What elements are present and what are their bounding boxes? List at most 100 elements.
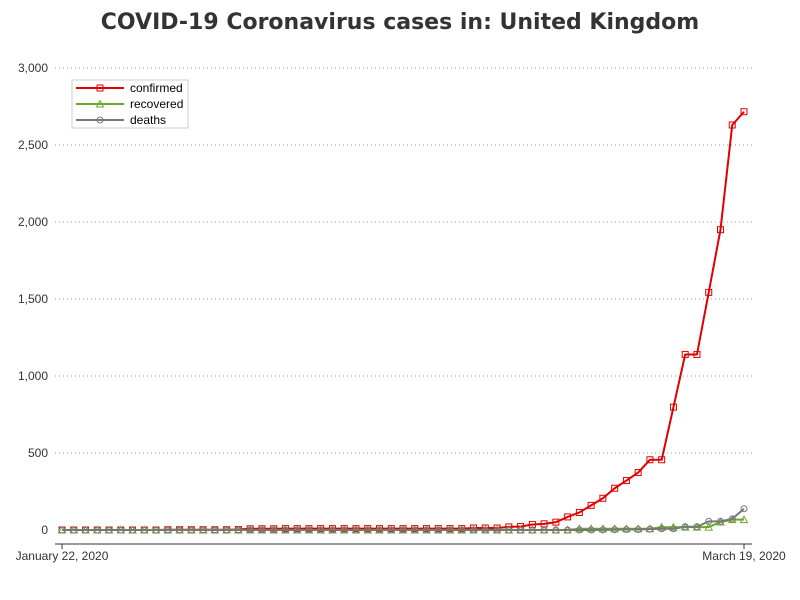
data-point-deaths — [387, 526, 395, 534]
data-point-deaths — [423, 526, 431, 534]
data-point-confirmed — [740, 108, 748, 116]
data-point-recovered — [610, 524, 619, 533]
data-point-deaths — [140, 526, 148, 534]
data-point-deaths — [681, 523, 689, 531]
data-point-deaths — [70, 526, 78, 534]
data-point-recovered — [586, 524, 596, 533]
y-tick-label: 3,000 — [18, 61, 48, 75]
y-tick-label: 1,000 — [18, 369, 48, 383]
data-point-recovered — [704, 522, 714, 531]
data-point-deaths — [693, 523, 701, 531]
data-point-deaths — [470, 526, 478, 534]
axes: 0 500 1,000 1,500 2,000 2,500 3,000 January 22,… — [16, 61, 786, 563]
series-line-deaths — [62, 507, 745, 531]
data-point-confirmed — [728, 121, 736, 129]
data-point-deaths — [187, 526, 195, 534]
data-point-confirmed — [575, 508, 583, 516]
data-point-deaths — [305, 526, 313, 534]
data-point-deaths — [634, 526, 642, 534]
data-point-deaths — [317, 526, 325, 534]
data-point-deaths — [434, 526, 442, 534]
series-deaths — [58, 505, 748, 534]
gridlines — [55, 67, 752, 454]
data-point-confirmed — [587, 501, 595, 509]
data-point-deaths — [622, 526, 630, 534]
data-point-deaths — [211, 526, 219, 534]
data-point-deaths — [552, 526, 560, 534]
data-point-deaths — [293, 526, 301, 534]
data-point-deaths — [281, 526, 289, 534]
x-tick-label: January 22, 2020 — [16, 549, 109, 563]
y-tick-label: 2,000 — [18, 215, 48, 229]
data-point-deaths — [352, 526, 360, 534]
series-group — [57, 108, 749, 534]
y-tick-label: 0 — [41, 523, 48, 537]
data-point-deaths — [481, 526, 489, 534]
data-point-deaths — [246, 526, 254, 534]
data-point-deaths — [540, 526, 548, 534]
data-point-confirmed — [634, 469, 642, 477]
data-point-confirmed — [599, 494, 607, 502]
legend-marker-confirmed — [96, 84, 104, 92]
data-point-deaths — [575, 526, 583, 534]
data-point-confirmed — [564, 513, 572, 521]
data-point-deaths — [199, 526, 207, 534]
legend-marker-recovered — [95, 99, 105, 108]
data-point-recovered — [598, 524, 608, 533]
data-point-deaths — [728, 515, 736, 523]
data-point-deaths — [528, 526, 536, 534]
legend: confirmed recovered deaths — [71, 79, 189, 129]
data-point-deaths — [258, 526, 266, 534]
data-point-confirmed — [622, 477, 630, 485]
data-point-deaths — [669, 525, 677, 533]
chart-title: COVID-19 Coronavirus cases in: United Ki… — [100, 10, 700, 35]
data-point-confirmed — [681, 350, 689, 358]
data-point-deaths — [517, 526, 525, 534]
legend-marker-deaths — [96, 116, 104, 124]
data-point-deaths — [82, 526, 90, 534]
data-point-deaths — [328, 526, 336, 534]
data-point-deaths — [564, 526, 572, 534]
data-point-recovered — [657, 522, 667, 531]
data-point-deaths — [658, 525, 666, 533]
data-point-deaths — [716, 517, 724, 525]
data-point-deaths — [493, 526, 501, 534]
data-point-confirmed — [716, 226, 724, 234]
data-point-deaths — [599, 526, 607, 534]
data-point-deaths — [587, 526, 595, 534]
data-point-deaths — [223, 526, 231, 534]
data-point-deaths — [505, 526, 513, 534]
y-tick-label: 500 — [28, 446, 48, 460]
data-point-deaths — [93, 526, 101, 534]
data-point-confirmed — [611, 484, 619, 492]
data-point-deaths — [375, 526, 383, 534]
data-point-deaths — [58, 526, 66, 534]
data-point-deaths — [340, 526, 348, 534]
data-point-deaths — [234, 526, 242, 534]
data-point-confirmed — [693, 350, 701, 358]
data-point-deaths — [411, 526, 419, 534]
data-point-deaths — [117, 526, 125, 534]
y-tick-label: 1,500 — [18, 292, 48, 306]
data-point-confirmed — [658, 456, 666, 464]
legend-label-deaths: deaths — [130, 113, 166, 127]
data-point-recovered — [669, 522, 678, 531]
data-point-deaths — [152, 526, 160, 534]
data-point-confirmed — [646, 456, 654, 464]
data-point-deaths — [611, 526, 619, 534]
data-point-recovered — [622, 524, 631, 533]
data-point-deaths — [176, 526, 184, 534]
data-point-deaths — [364, 526, 372, 534]
data-point-recovered — [575, 524, 584, 533]
data-point-confirmed — [669, 403, 677, 411]
series-confirmed — [58, 108, 748, 534]
data-point-deaths — [705, 517, 713, 525]
data-point-deaths — [446, 526, 454, 534]
data-point-deaths — [458, 526, 466, 534]
data-point-deaths — [646, 525, 654, 533]
data-point-deaths — [105, 526, 113, 534]
data-point-deaths — [164, 526, 172, 534]
data-point-confirmed — [552, 518, 560, 526]
